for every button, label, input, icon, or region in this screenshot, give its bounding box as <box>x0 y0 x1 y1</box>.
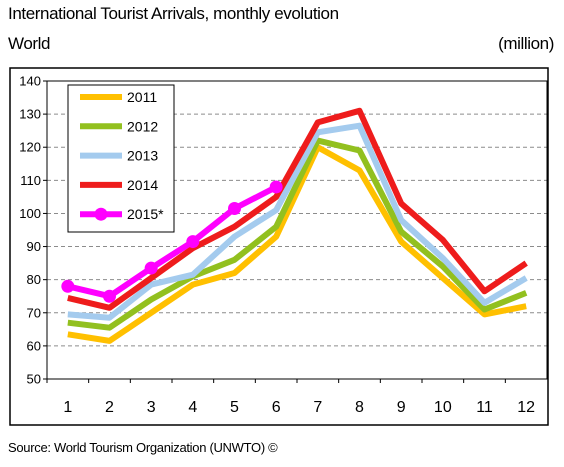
y-tick-label: 100 <box>19 206 41 221</box>
data-point-marker <box>186 235 200 249</box>
legend-marker <box>94 207 108 221</box>
y-tick-label: 60 <box>27 338 41 353</box>
legend-label: 2011 <box>127 89 157 105</box>
chart-subtitle: World <box>8 34 51 53</box>
x-tick-label: 6 <box>272 399 281 416</box>
x-tick-label: 1 <box>63 399 72 416</box>
legend-label: 2012 <box>127 118 158 134</box>
data-point-marker <box>103 289 116 303</box>
chart-title: International Tourist Arrivals, monthly … <box>8 4 339 23</box>
y-tick-label: 120 <box>19 140 41 155</box>
y-tick-label: 50 <box>27 372 41 387</box>
x-tick-label: 10 <box>434 399 452 416</box>
series-line-2012 <box>67 137 528 331</box>
x-tick-label: 4 <box>188 399 197 416</box>
x-tick-label: 11 <box>476 399 493 416</box>
source-note: Source: World Tourism Organization (UNWT… <box>8 440 278 455</box>
x-tick-label: 2 <box>105 399 114 416</box>
x-tick-label: 12 <box>517 399 535 416</box>
legend: 2011 2012 2013 2014 2015* <box>80 89 164 222</box>
x-tick-label: 5 <box>230 399 239 416</box>
y-tick-label: 70 <box>27 305 41 320</box>
x-tick-label: 9 <box>397 399 406 416</box>
data-point-marker <box>228 201 241 215</box>
series-line-2014 <box>67 107 528 311</box>
unit-label: (million) <box>498 34 554 53</box>
data-point-marker <box>144 261 158 275</box>
legend-label: 2013 <box>127 148 158 164</box>
data-point-marker <box>269 180 283 194</box>
series-line-2011 <box>67 144 527 344</box>
x-tick-label: 3 <box>147 399 156 416</box>
legend-label: 2015* <box>127 206 164 222</box>
data-point-marker <box>61 279 75 293</box>
series-line-2015 <box>67 184 278 300</box>
y-tick-label: 90 <box>27 239 41 254</box>
series-line-2013 <box>67 122 528 321</box>
y-tick-label: 130 <box>19 107 41 122</box>
y-tick-label: 80 <box>27 272 41 287</box>
x-tick-label: 8 <box>355 399 364 416</box>
legend-label: 2014 <box>127 177 158 193</box>
x-tick-label: 7 <box>313 399 322 416</box>
y-tick-label: 110 <box>20 173 41 188</box>
y-tick-label: 140 <box>19 74 41 89</box>
